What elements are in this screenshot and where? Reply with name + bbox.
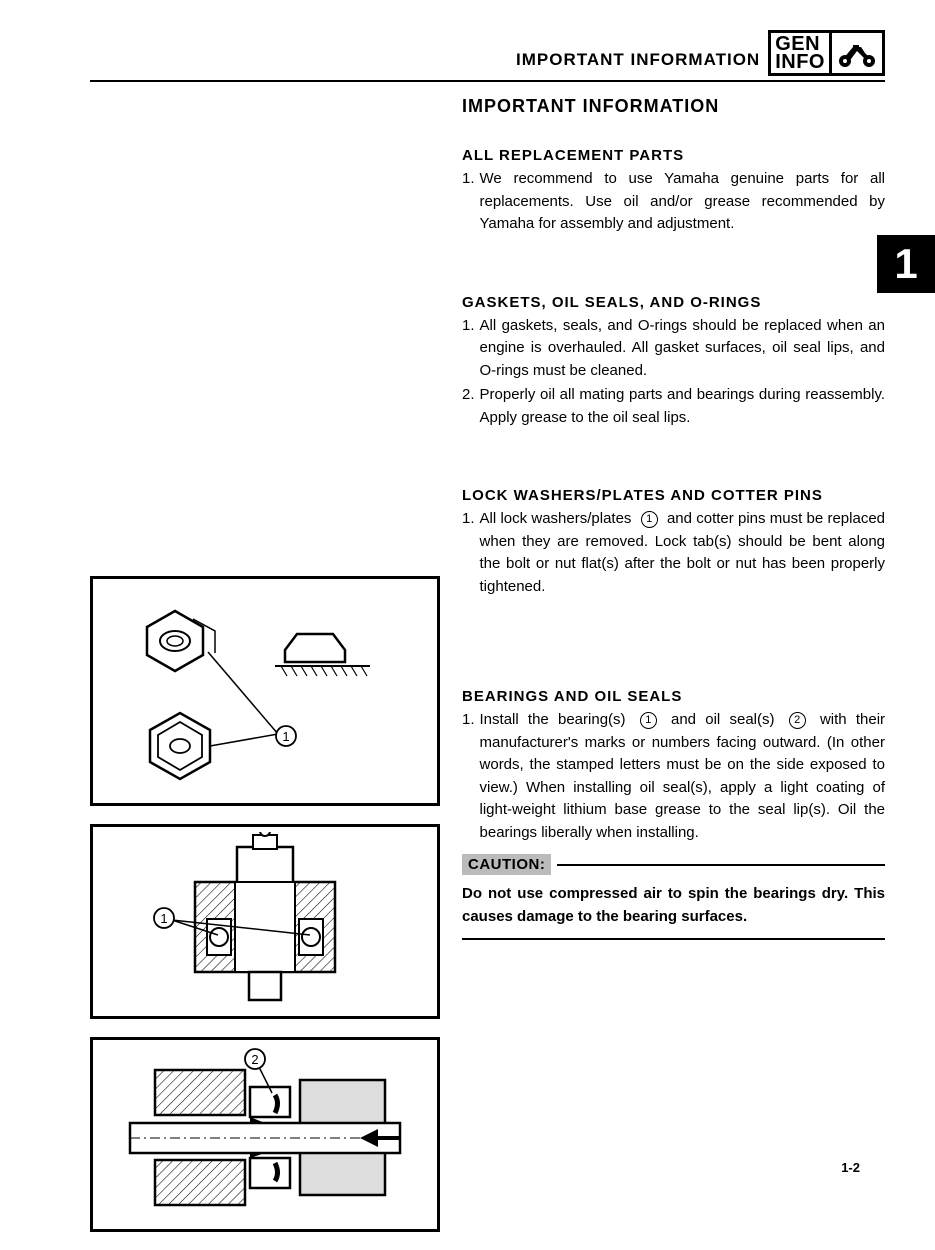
- item-text: Install the bearing(s) 1 and oil seal(s)…: [480, 709, 885, 844]
- fig3-ref: 2: [251, 1052, 258, 1067]
- reference-marker: 2: [789, 712, 806, 729]
- list-item: 1. All lock washers/plates 1 and cotter …: [462, 508, 885, 598]
- list-item: 1. All gaskets, seals, and O-rings shoul…: [462, 315, 885, 383]
- chapter-tab: 1: [877, 235, 935, 293]
- header-badge: GEN INFO: [768, 30, 885, 76]
- main-title: IMPORTANT INFORMATION: [462, 96, 885, 117]
- section-bearings: BEARINGS AND OIL SEALS 1. Install the be…: [462, 688, 885, 844]
- list-item: 1. We recommend to use Yamaha genuine pa…: [462, 168, 885, 236]
- header-title: IMPORTANT INFORMATION: [516, 50, 760, 76]
- content: 1: [90, 96, 885, 1250]
- page-number: 1-2: [841, 1160, 860, 1175]
- figure-oil-seal: 2: [90, 1037, 440, 1232]
- caution-text: Do not use compressed air to spin the be…: [462, 883, 885, 940]
- figure-lock-washers: 1: [90, 576, 440, 806]
- item-number: 1.: [462, 168, 475, 236]
- text-column: IMPORTANT INFORMATION ALL REPLACEMENT PA…: [462, 96, 885, 1250]
- figures-column: 1: [90, 96, 440, 1250]
- caution-header: CAUTION:: [462, 854, 885, 875]
- item-text: We recommend to use Yamaha genuine parts…: [480, 168, 885, 236]
- list-item: 2. Properly oil all mating parts and bea…: [462, 384, 885, 429]
- motorcycle-icon: [832, 33, 882, 73]
- item-text: All lock washers/plates 1 and cotter pin…: [480, 508, 885, 598]
- badge-line2: INFO: [775, 53, 825, 71]
- section-heading: ALL REPLACEMENT PARTS: [462, 147, 885, 164]
- fig2-ref: 1: [160, 911, 167, 926]
- caution-rule: [557, 864, 885, 866]
- section-heading: LOCK WASHERS/PLATES AND COTTER PINS: [462, 487, 885, 504]
- reference-marker: 1: [640, 712, 657, 729]
- text-fragment: Install the bearing(s): [480, 711, 626, 728]
- section-lock-washers: LOCK WASHERS/PLATES AND COTTER PINS 1. A…: [462, 487, 885, 598]
- page-header: IMPORTANT INFORMATION GEN INFO: [90, 30, 885, 82]
- fig1-ref: 1: [282, 729, 289, 744]
- section-replacement-parts: ALL REPLACEMENT PARTS 1. We recommend to…: [462, 147, 885, 236]
- text-fragment: and oil seal(s): [671, 711, 774, 728]
- section-heading: GASKETS, OIL SEALS, AND O-RINGS: [462, 294, 885, 311]
- item-text: All gaskets, seals, and O-rings should b…: [480, 315, 885, 383]
- section-heading: BEARINGS AND OIL SEALS: [462, 688, 885, 705]
- badge-text: GEN INFO: [771, 33, 832, 73]
- item-number: 1.: [462, 315, 475, 383]
- figure-bearings: 1: [90, 824, 440, 1019]
- section-gaskets: GASKETS, OIL SEALS, AND O-RINGS 1. All g…: [462, 294, 885, 430]
- text-fragment: All lock washers/plates: [480, 510, 632, 527]
- item-number: 1.: [462, 508, 475, 598]
- list-item: 1. Install the bearing(s) 1 and oil seal…: [462, 709, 885, 844]
- caution-label: CAUTION:: [462, 854, 551, 875]
- item-text: Properly oil all mating parts and bearin…: [480, 384, 885, 429]
- item-number: 2.: [462, 384, 475, 429]
- item-number: 1.: [462, 709, 475, 844]
- reference-marker: 1: [641, 511, 658, 528]
- text-fragment: with their manufacturer's marks or numbe…: [480, 711, 886, 841]
